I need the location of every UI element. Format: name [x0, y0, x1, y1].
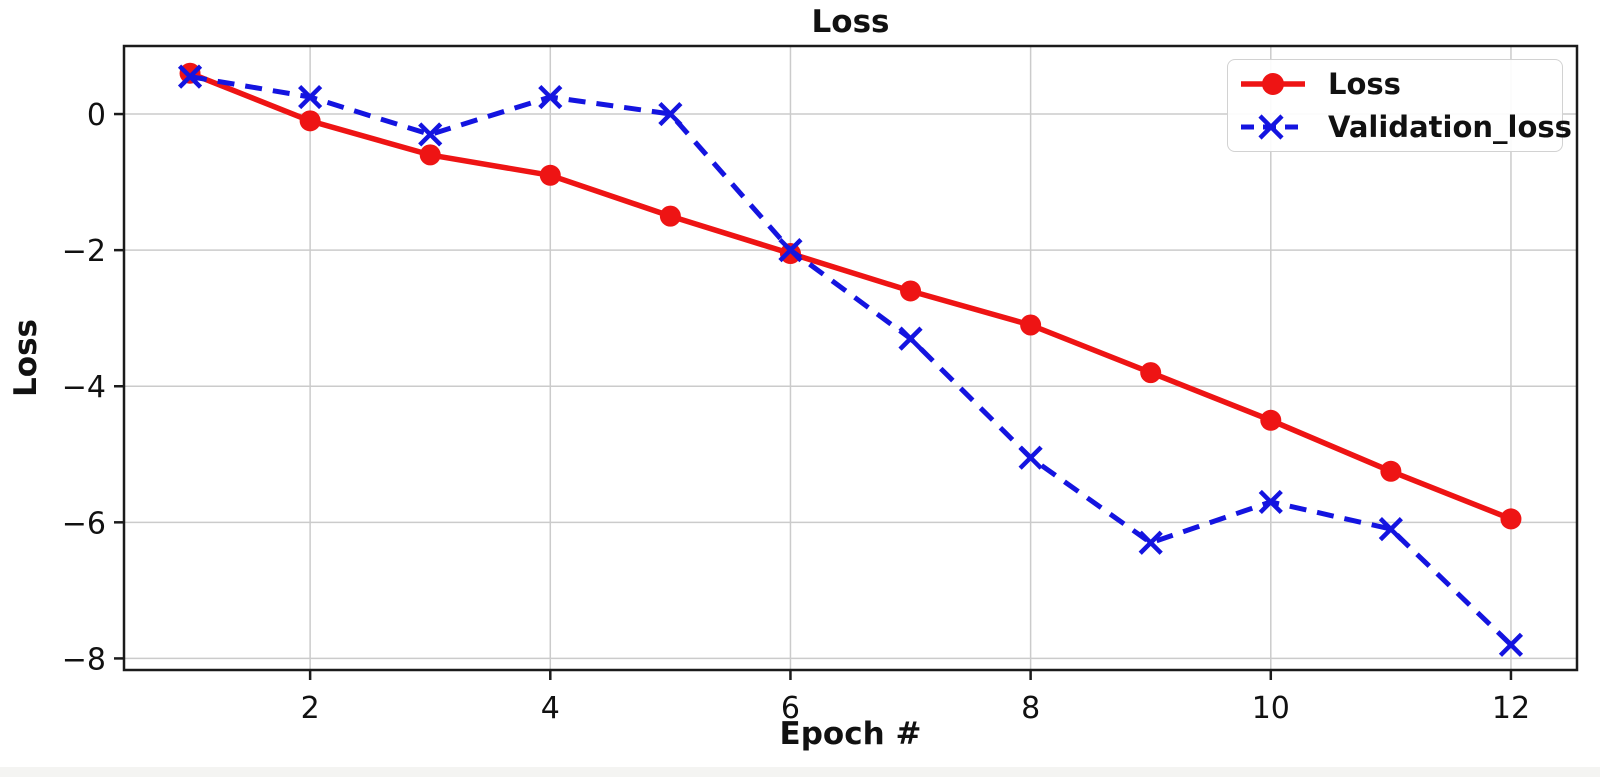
plot-border	[122, 44, 1579, 672]
validation-loss-point-2	[298, 84, 323, 110]
y-tick-label--4: −4	[62, 370, 106, 405]
validation-loss-point-3	[418, 122, 443, 147]
validation-loss-point-7	[898, 326, 923, 351]
legend: Loss Validation_loss	[1227, 59, 1572, 152]
y-tick-label--2: −2	[62, 234, 106, 269]
loss-point-8	[1020, 314, 1042, 336]
validation-loss-point-10	[1258, 489, 1283, 515]
validation-loss-line-sample-icon	[1241, 114, 1305, 140]
loss-point-10	[1260, 409, 1282, 431]
validation-loss-point-11	[1378, 517, 1403, 542]
validation-loss-line	[189, 74, 1513, 647]
legend-item-loss: Loss	[1240, 64, 1550, 104]
y-tick-label--6: −6	[62, 506, 106, 541]
validation-loss-point-12	[1498, 632, 1524, 657]
series-loss	[179, 62, 1522, 530]
loss-point-7	[900, 280, 922, 302]
y-tick-label-0: 0	[87, 98, 106, 133]
axis-ticks	[114, 112, 1513, 680]
loss-point-12	[1500, 508, 1522, 530]
x-tick-label-6: 6	[781, 691, 800, 726]
x-axis-label: Epoch #	[779, 716, 922, 752]
loss-point-5	[659, 205, 681, 227]
validation-loss-point-5	[658, 101, 683, 127]
loss-point-6	[779, 243, 801, 265]
axes-spines	[122, 44, 1579, 672]
loss-line	[188, 70, 1513, 522]
validation-loss-point-6	[778, 238, 803, 263]
legend-item-validation-loss: Validation_loss	[1240, 107, 1572, 147]
x-tick-label-10: 10	[1252, 691, 1290, 726]
loss-line-sample-icon	[1241, 73, 1305, 96]
loss-point-9	[1140, 362, 1162, 384]
x-tick-label-4: 4	[541, 691, 560, 726]
series-validation-loss	[177, 64, 1524, 657]
chart-title: Loss	[811, 4, 890, 40]
x-tick-label-12: 12	[1492, 691, 1530, 726]
validation-loss-point-4	[538, 84, 563, 110]
loss-point-2	[299, 110, 321, 132]
y-tick-labels: 0 −2 −4 −6 −8	[62, 98, 106, 677]
loss-point-3	[419, 144, 441, 166]
y-tick-label--8: −8	[62, 642, 106, 677]
legend-label-validation-loss: Validation_loss	[1328, 109, 1572, 144]
loss-point-4	[539, 164, 561, 186]
x-tick-label-8: 8	[1021, 691, 1040, 726]
x-tick-labels: 2 4 6 8 10 12	[301, 691, 1530, 726]
validation-loss-point-1	[177, 64, 203, 89]
loss-point-11	[1380, 460, 1402, 482]
bottom-strip	[0, 767, 1600, 777]
x-tick-label-2: 2	[301, 691, 320, 726]
validation-loss-point-9	[1138, 530, 1163, 555]
loss-point-1	[179, 62, 201, 84]
legend-label-loss: Loss	[1328, 67, 1401, 102]
data-series	[177, 62, 1524, 657]
validation-loss-point-8	[1018, 445, 1043, 470]
